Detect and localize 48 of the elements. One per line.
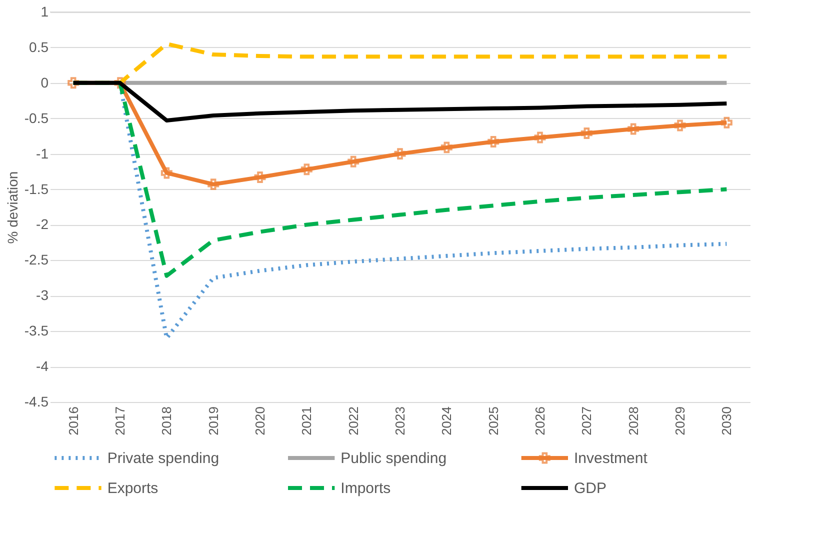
y-tick-label: -2.5 bbox=[24, 252, 49, 268]
x-tick-label: 2020 bbox=[252, 406, 268, 436]
x-tick-label: 2027 bbox=[579, 406, 594, 436]
legend-label: Public spending bbox=[340, 450, 447, 467]
y-tick-label: 0.5 bbox=[29, 38, 49, 55]
legend-label: Exports bbox=[107, 480, 158, 497]
x-tick-label: 2022 bbox=[346, 406, 361, 436]
point bbox=[488, 136, 500, 148]
y-axis-title: % deviation bbox=[4, 171, 20, 244]
point bbox=[348, 156, 360, 168]
point bbox=[440, 142, 452, 154]
x-tick-label: 2016 bbox=[66, 406, 81, 436]
y-tick-label: -0.5 bbox=[24, 110, 49, 126]
x-tick-label: 2017 bbox=[112, 406, 128, 436]
point bbox=[160, 167, 172, 179]
x-tick-label: 2019 bbox=[206, 406, 221, 436]
y-tick-label: -3.5 bbox=[24, 322, 49, 339]
x-tick-label: 2030 bbox=[719, 406, 734, 436]
point bbox=[254, 171, 266, 183]
legend-label: Investment bbox=[574, 450, 648, 467]
point bbox=[300, 164, 312, 176]
point bbox=[720, 116, 732, 128]
x-tick-label: 2024 bbox=[439, 406, 454, 436]
x-tick-label: 2021 bbox=[299, 406, 314, 436]
y-tick-label: -2 bbox=[36, 216, 49, 232]
y-tick-label: -1.5 bbox=[24, 180, 49, 197]
point bbox=[208, 178, 220, 190]
x-tick-label: 2023 bbox=[392, 406, 408, 436]
x-tick-label: 2026 bbox=[532, 406, 548, 436]
y-tick-label: -4 bbox=[36, 358, 49, 374]
legend-label: GDP bbox=[574, 480, 607, 497]
point bbox=[674, 120, 686, 132]
legend-label: Private spending bbox=[107, 450, 220, 467]
point bbox=[580, 128, 592, 139]
x-tick-label: 2018 bbox=[159, 406, 174, 436]
x-tick-label: 2029 bbox=[672, 406, 688, 436]
point bbox=[68, 77, 80, 89]
point bbox=[394, 148, 406, 160]
y-tick-label: -4.5 bbox=[24, 394, 49, 410]
x-tick-label: 2028 bbox=[626, 406, 641, 436]
y-tick-label: -1 bbox=[36, 145, 49, 162]
y-tick-label: 1 bbox=[40, 4, 49, 20]
legend-label: Imports bbox=[340, 480, 391, 497]
y-tick-label: -3 bbox=[36, 287, 49, 304]
x-tick-label: 2025 bbox=[486, 406, 501, 436]
point bbox=[534, 132, 546, 144]
y-tick-label: 0 bbox=[40, 74, 49, 90]
point bbox=[628, 123, 640, 135]
